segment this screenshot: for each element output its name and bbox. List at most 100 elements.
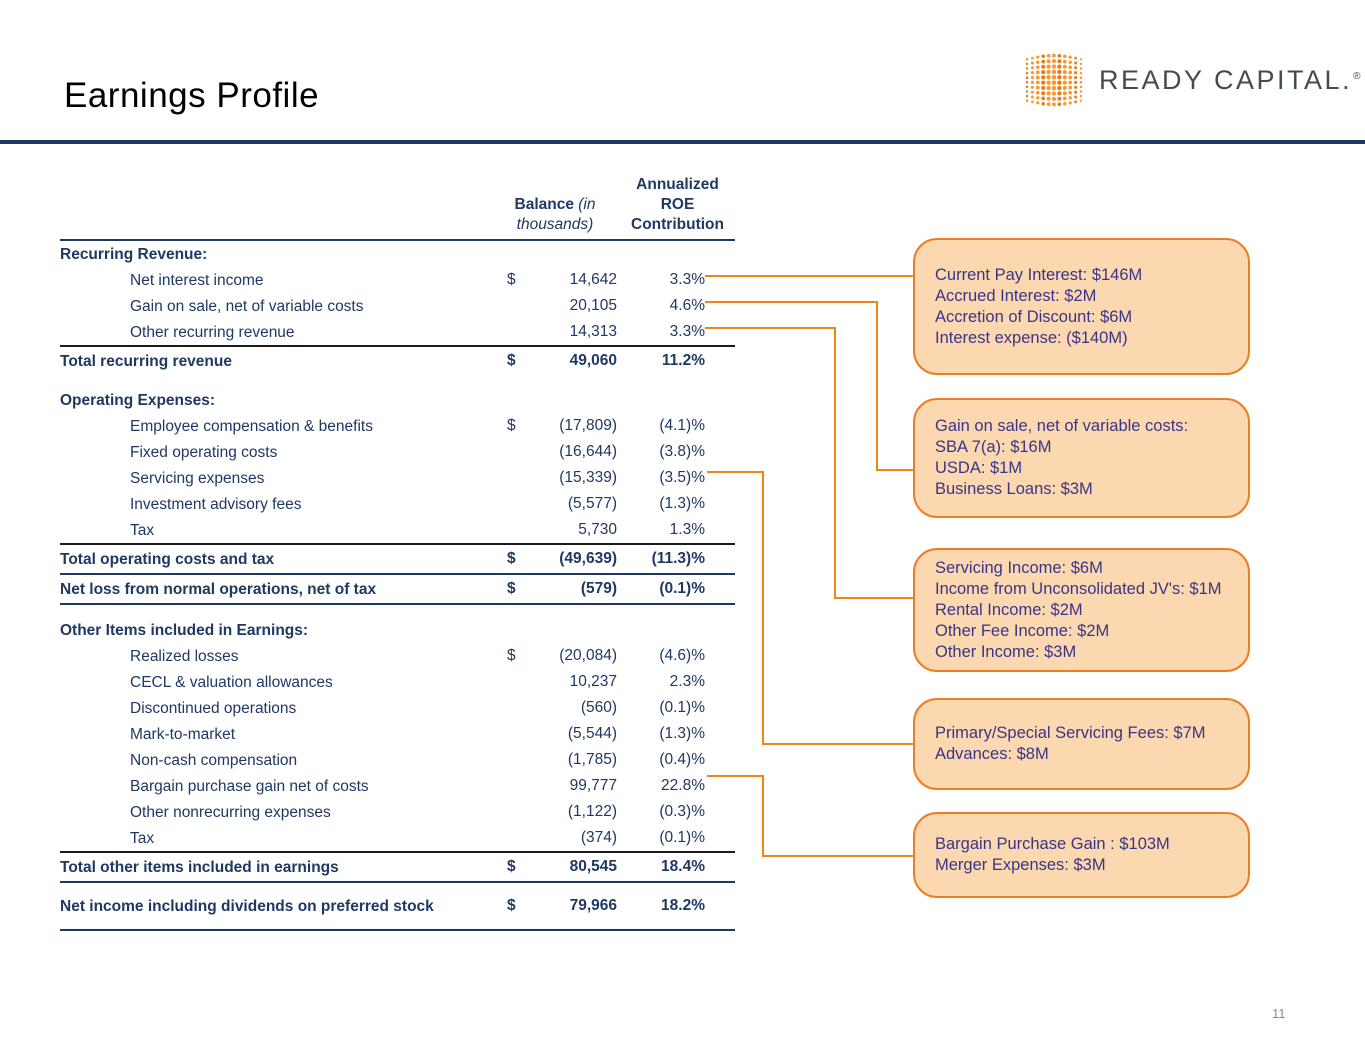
callout-box: Gain on sale, net of variable costs: SBA … bbox=[913, 398, 1250, 518]
connector-gain-on-sale bbox=[705, 301, 913, 471]
table-row: Employee compensation & benefits $ (17,809… bbox=[60, 413, 735, 439]
row-label: Net loss from normal operations, net of … bbox=[60, 580, 377, 598]
roe-value: 1.3% bbox=[669, 521, 705, 538]
balance-value: (17,809) bbox=[559, 417, 617, 434]
row-label: Mark-to-market bbox=[130, 725, 236, 743]
callout-box: Current Pay Interest: $146M Accrued Inter… bbox=[913, 238, 1250, 375]
table-row: Total recurring revenue $49,060 11.2% bbox=[60, 347, 735, 375]
row-label: Net income including dividends on prefer… bbox=[60, 897, 434, 915]
balance-value: 14,642 bbox=[569, 271, 617, 288]
table-row: Non-cash compensation (1,785) (0.4)% bbox=[60, 747, 735, 773]
roe-value: (0.1)% bbox=[659, 829, 705, 846]
callout-line: Merger Expenses: $3M bbox=[935, 856, 1106, 874]
callout-line: Servicing Income: $6M bbox=[935, 558, 1103, 577]
row-label: Fixed operating costs bbox=[130, 443, 278, 461]
column-header-balance: Balance (in thousands) bbox=[490, 195, 620, 235]
roe-value: (0.1)% bbox=[659, 699, 705, 716]
row-label: Servicing expenses bbox=[130, 469, 265, 487]
callout-line: USDA: $1M bbox=[935, 459, 1023, 477]
balance-value: (374) bbox=[580, 829, 617, 846]
balance-value: 10,237 bbox=[569, 673, 617, 690]
callout-line: Income from Unconsolidated JV's: $1M bbox=[935, 579, 1222, 598]
balance-value: (1,785) bbox=[567, 751, 617, 768]
row-label: Bargain purchase gain net of costs bbox=[130, 777, 369, 795]
dollar-sign: $ bbox=[507, 858, 516, 875]
row-label: Total other items included in earnings bbox=[60, 858, 339, 876]
table-header-row: Balance (in thousands) Annualized ROE Co… bbox=[60, 165, 735, 241]
balance-label: Balance bbox=[514, 196, 574, 213]
connector-bargain-purchase-gain bbox=[707, 775, 913, 857]
balance-value: (1,122) bbox=[567, 803, 617, 820]
dollar-sign: $ bbox=[507, 550, 516, 567]
balance-value: (560) bbox=[580, 699, 617, 716]
roe-value: (3.8)% bbox=[659, 443, 705, 460]
table-section-row: Operating Expenses: bbox=[60, 387, 735, 413]
connector-servicing-expenses bbox=[707, 471, 913, 745]
table-section-row: Other Items included in Earnings: bbox=[60, 617, 735, 643]
table-row: Net interest income $14,642 3.3% bbox=[60, 267, 735, 293]
connector-other-recurring-revenue bbox=[705, 327, 913, 599]
title-divider bbox=[0, 140, 1365, 144]
callout-line: Rental Income: $2M bbox=[935, 600, 1083, 619]
roe-value: (1.3)% bbox=[659, 725, 705, 742]
roe-value: 11.2% bbox=[661, 352, 705, 369]
callout-box: Bargain Purchase Gain : $103M Merger Expe… bbox=[913, 812, 1250, 898]
roe-value: 3.3% bbox=[669, 323, 705, 340]
page-title: Earnings Profile bbox=[64, 76, 320, 115]
callout-line: Interest expense: ($140M) bbox=[935, 328, 1128, 347]
callout-line: SBA 7(a): $16M bbox=[935, 438, 1052, 456]
balance-value: 49,060 bbox=[569, 352, 617, 369]
roe-value: 18.2% bbox=[661, 897, 705, 914]
dollar-sign: $ bbox=[507, 352, 516, 369]
balance-value: (16,644) bbox=[559, 443, 617, 460]
balance-value: 80,545 bbox=[569, 858, 617, 875]
roe-value: (11.3)% bbox=[651, 550, 705, 567]
balance-value: (20,084) bbox=[559, 647, 617, 664]
callout-line: Primary/Special Servicing Fees: $7M bbox=[935, 724, 1206, 742]
callout-line: Business Loans: $3M bbox=[935, 480, 1093, 498]
callout-line: Accrued Interest: $2M bbox=[935, 286, 1097, 305]
callout-box: Primary/Special Servicing Fees: $7M Advan… bbox=[913, 698, 1250, 790]
roe-value: 2.3% bbox=[669, 673, 705, 690]
registered-mark: ® bbox=[1353, 70, 1363, 82]
row-label: Gain on sale, net of variable costs bbox=[130, 297, 364, 315]
callout-line: Accretion of Discount: $6M bbox=[935, 307, 1133, 326]
balance-value: (15,339) bbox=[559, 469, 617, 486]
row-label: CECL & valuation allowances bbox=[130, 673, 333, 691]
row-label: Recurring Revenue: bbox=[60, 245, 208, 263]
roe-value: 4.6% bbox=[669, 297, 705, 314]
balance-value: 5,730 bbox=[578, 521, 617, 538]
row-label: Non-cash compensation bbox=[130, 751, 298, 769]
dollar-sign: $ bbox=[507, 271, 516, 288]
dollar-sign: $ bbox=[507, 647, 516, 664]
row-label: Other Items included in Earnings: bbox=[60, 621, 309, 639]
balance-value: 79,966 bbox=[569, 897, 617, 914]
row-label: Discontinued operations bbox=[130, 699, 297, 717]
page-number: 11 bbox=[1272, 1006, 1286, 1021]
balance-value: (579) bbox=[580, 580, 617, 597]
table-row: Investment advisory fees (5,577) (1.3)% bbox=[60, 491, 735, 517]
row-label: Other recurring revenue bbox=[130, 323, 295, 341]
dollar-sign: $ bbox=[507, 580, 516, 597]
roe-value: (4.6)% bbox=[659, 647, 705, 664]
logo-wordmark: READY CAPITAL.® bbox=[1099, 64, 1363, 95]
callout-box: Servicing Income: $6M Income from Unconso… bbox=[913, 548, 1250, 672]
row-label: Total operating costs and tax bbox=[60, 550, 275, 568]
callout-line: Bargain Purchase Gain : $103M bbox=[935, 835, 1170, 853]
balance-value: (5,577) bbox=[567, 495, 617, 512]
table-row: Total operating costs and tax $ (49,639) (1… bbox=[60, 545, 735, 575]
dot-sphere-logo-icon bbox=[1025, 53, 1083, 107]
row-label: Tax bbox=[130, 829, 155, 847]
callout-line: Current Pay Interest: $146M bbox=[935, 265, 1143, 284]
table-row: Net loss from normal operations, net of … bbox=[60, 575, 735, 605]
row-label: Realized losses bbox=[130, 647, 239, 665]
row-label: Total recurring revenue bbox=[60, 352, 232, 370]
table-row: Discontinued operations (560) (0.1)% bbox=[60, 695, 735, 721]
row-label: Employee compensation & benefits bbox=[130, 417, 373, 435]
table-section-row: Recurring Revenue: bbox=[60, 241, 735, 267]
callout-line: Other Fee Income: $2M bbox=[935, 621, 1110, 640]
table-row: Mark-to-market (5,544) (1.3)% bbox=[60, 721, 735, 747]
table-row: Bargain purchase gain net of costs 99,777… bbox=[60, 773, 735, 799]
roe-value: (0.1)% bbox=[659, 580, 705, 597]
